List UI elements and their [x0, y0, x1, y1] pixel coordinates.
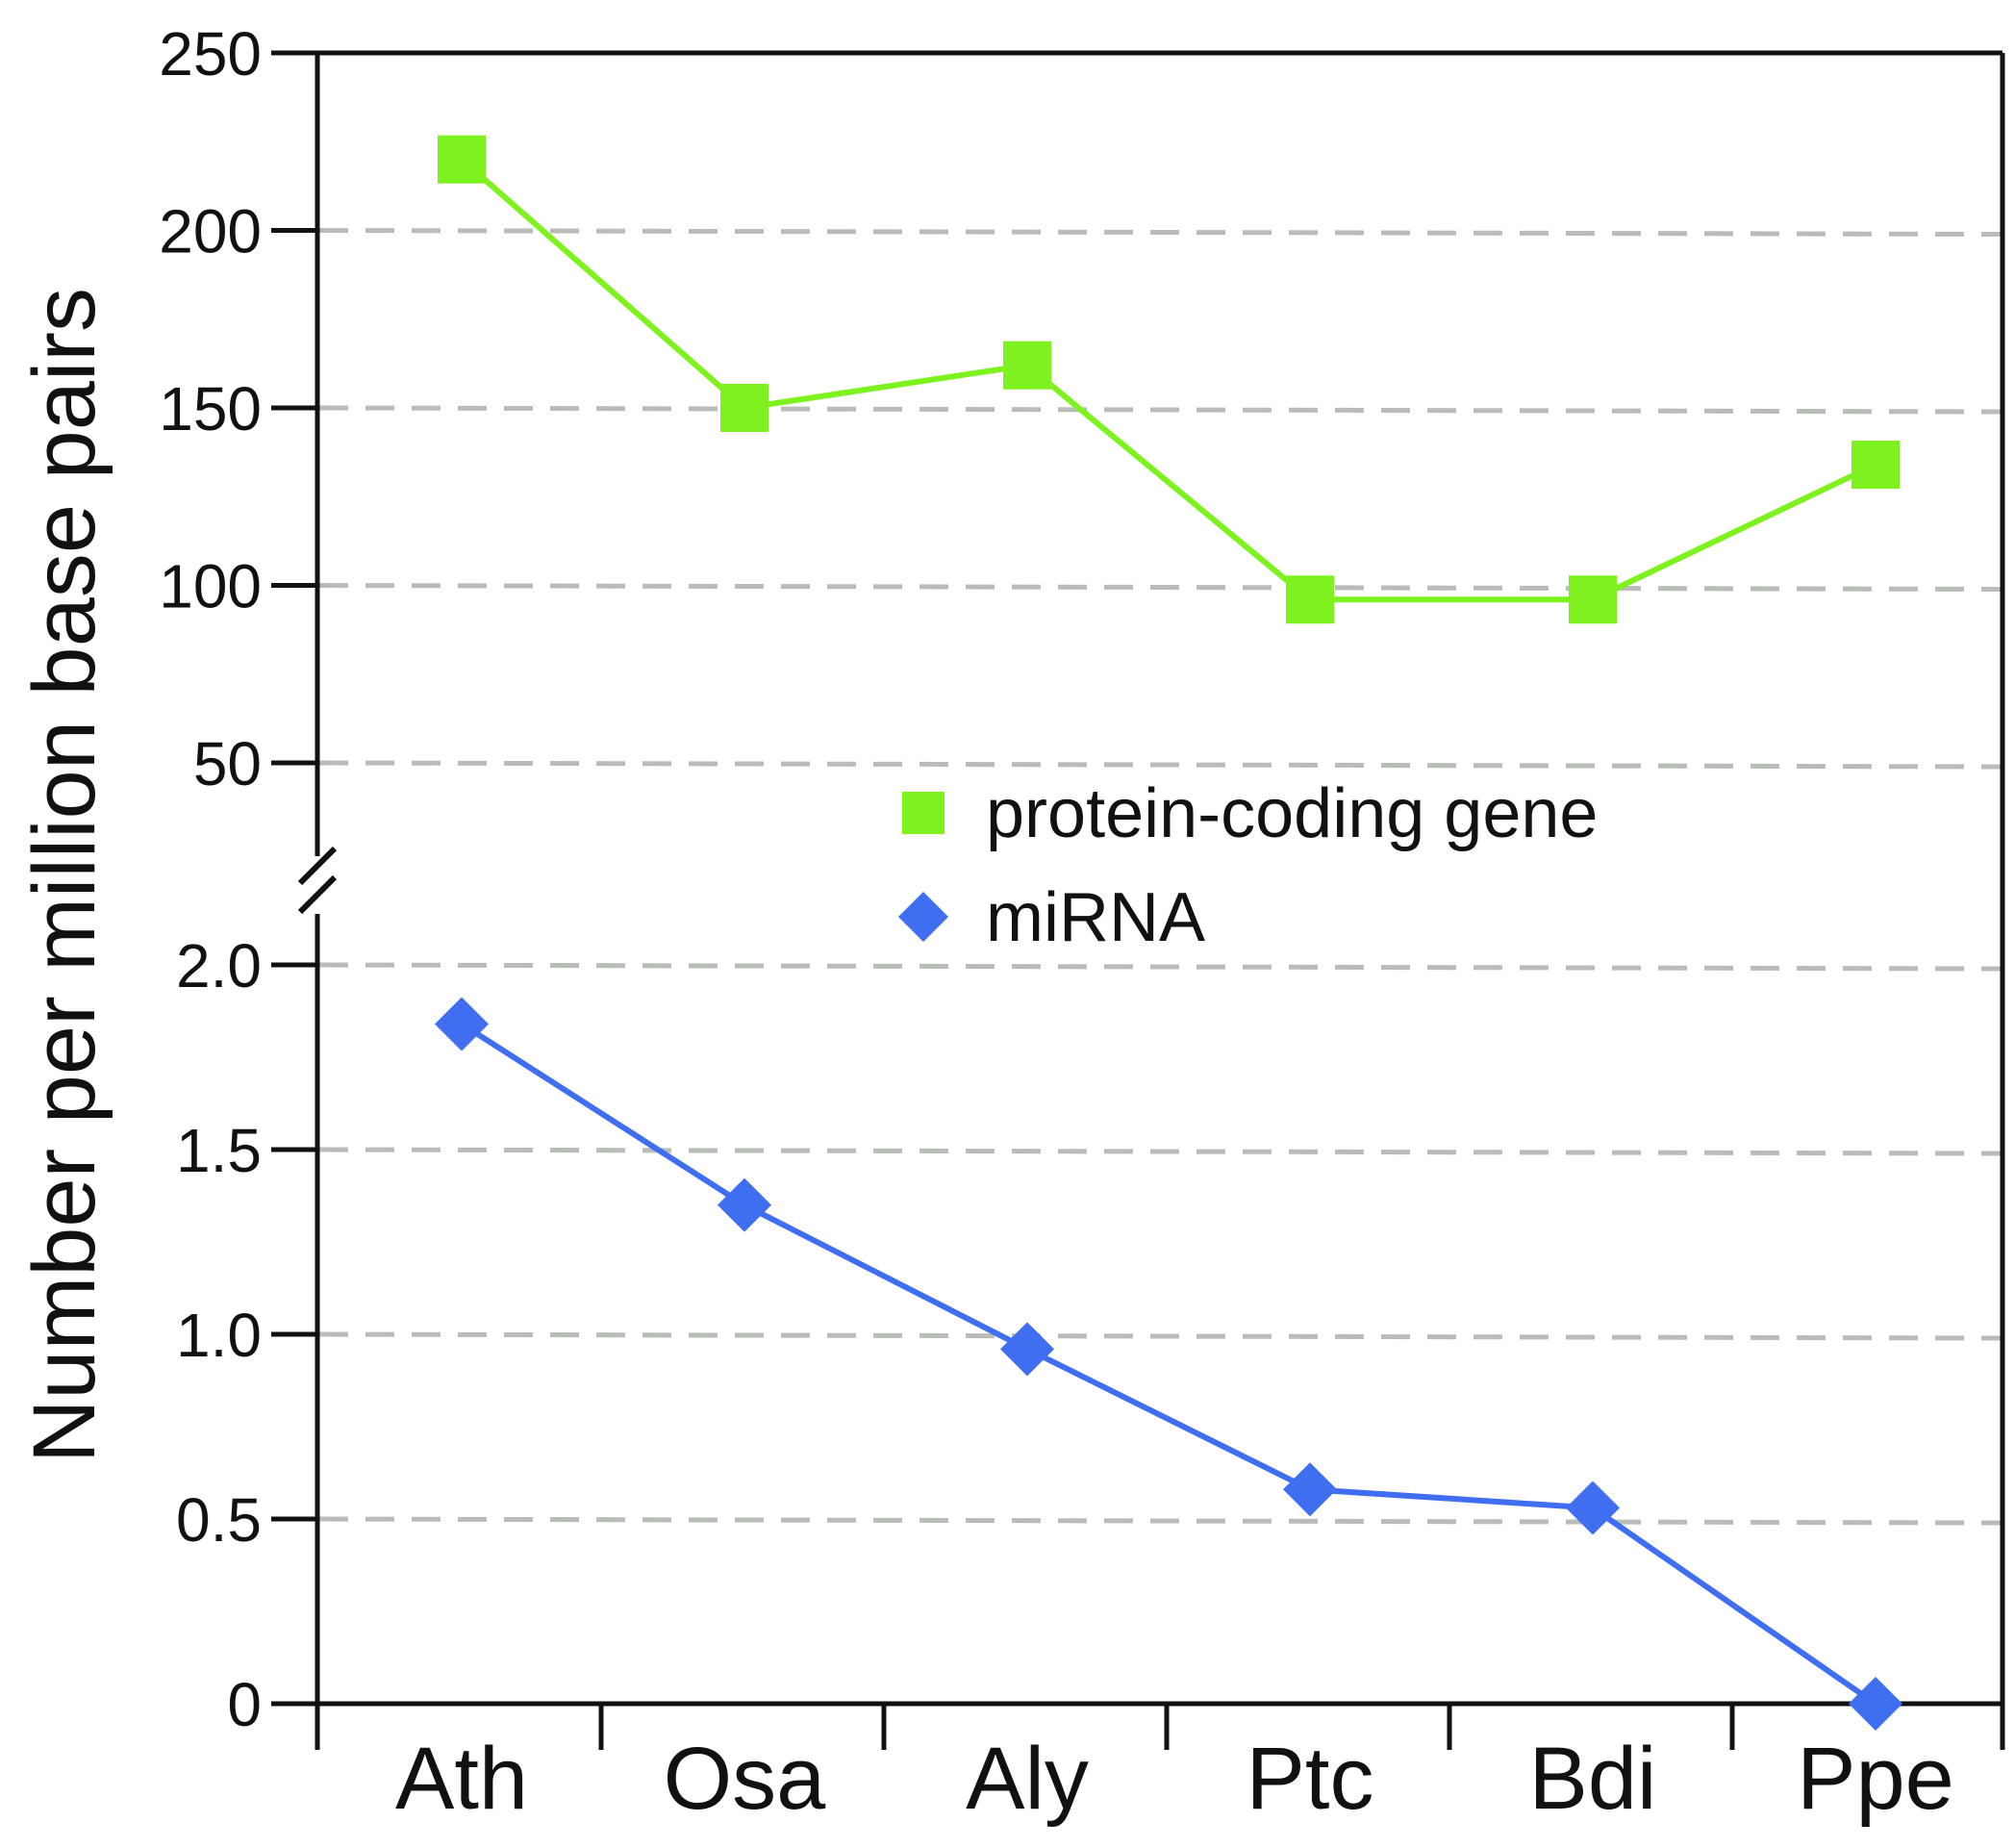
data-point-square: [720, 384, 768, 432]
gridline-lower: [318, 1147, 2003, 1156]
legend-label: miRNA: [986, 879, 1205, 956]
y-tick-label: 2.0: [176, 931, 262, 1000]
series-line-square: [460, 157, 1877, 603]
x-tick-label: Ppe: [1797, 1730, 1954, 1828]
legend-label: protein-coding gene: [986, 775, 1598, 852]
data-point-square: [1569, 575, 1617, 624]
x-tick-label: Ath: [395, 1730, 528, 1828]
gridline-upper: [318, 228, 2003, 237]
data-point-diamond: [435, 997, 489, 1051]
data-point-diamond: [1000, 1322, 1054, 1377]
y-tick-label: 100: [159, 552, 262, 621]
data-point-square: [438, 135, 486, 184]
gridline-lower: [318, 1331, 2003, 1341]
x-tick-label: Aly: [966, 1730, 1089, 1828]
y-tick-label: 1.0: [176, 1301, 262, 1370]
axis-break-mark: [297, 874, 338, 915]
labels: 50 100 150 200 250 0 0.5 1.0 1.5 2.0 Ath Osa Aly Ptc B…: [15, 19, 1954, 1828]
y-tick-label: 200: [159, 197, 262, 266]
data-point-diamond: [1283, 1462, 1337, 1517]
y-tick-label: 250: [159, 19, 262, 89]
series: [435, 135, 1902, 1731]
y-tick-label: 0: [227, 1670, 262, 1739]
y-tick-label: 50: [193, 729, 262, 798]
y-tick-label: 1.5: [176, 1116, 262, 1185]
data-point-square: [1851, 441, 1900, 490]
legend-marker-square: [902, 792, 945, 834]
gridline-upper: [318, 583, 2003, 592]
y-tick-label: 0.5: [176, 1485, 262, 1555]
gridline-lower: [318, 962, 2003, 972]
gridline-lower: [318, 1516, 2003, 1526]
data-point-square: [1003, 341, 1051, 390]
x-tick-label: Ptc: [1247, 1730, 1374, 1828]
data-point-diamond: [1849, 1677, 1902, 1731]
axis-break-mark: [297, 846, 338, 886]
x-tick-label: Osa: [664, 1730, 827, 1828]
axes: [271, 50, 2005, 1750]
gridlines: [318, 228, 2003, 1526]
gridline-upper: [318, 405, 2003, 415]
y-axis-title: Number per million base pairs: [15, 288, 113, 1463]
gridline-upper: [318, 760, 2003, 770]
series-line-diamond: [460, 1021, 1877, 1707]
legend-marker-diamond: [898, 892, 948, 942]
y-tick-label: 150: [159, 374, 262, 443]
data-point-square: [1286, 575, 1334, 624]
data-point-diamond: [718, 1177, 771, 1232]
legend: protein-coding gene miRNA: [898, 775, 1598, 956]
data-point-diamond: [1566, 1481, 1620, 1535]
x-tick-label: Bdi: [1529, 1730, 1657, 1828]
